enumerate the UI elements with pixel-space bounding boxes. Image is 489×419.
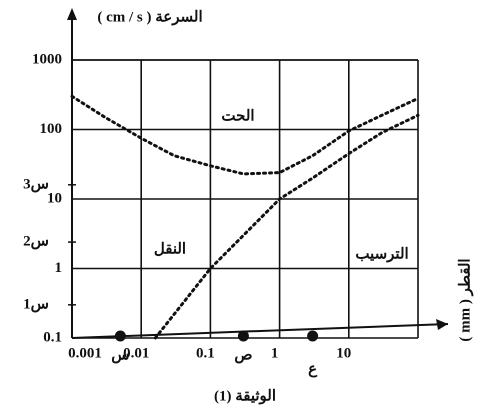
x-tick-label: 0.01 — [123, 345, 149, 361]
y-marker-label: س3 — [23, 176, 49, 192]
caption: الوثيقة (1) — [214, 388, 276, 404]
x-axis-label: القطر ( mm ) — [457, 258, 473, 341]
y-tick-label: 100 — [40, 121, 63, 137]
x-marker — [237, 330, 249, 342]
x-tick-label: 0.1 — [196, 345, 215, 361]
y-arrow — [67, 8, 77, 20]
y-tick-label: 10 — [47, 190, 62, 206]
y-tick-label: 1 — [55, 260, 63, 276]
curve — [70, 94, 420, 176]
x-tick-label: 10 — [336, 345, 351, 361]
curve — [153, 113, 420, 340]
x-tick-label: 1 — [271, 345, 279, 361]
y-tick-label: 0.1 — [43, 329, 62, 345]
y-marker-label: س1 — [23, 296, 49, 312]
x-marker-label: س — [111, 347, 129, 363]
region-label: النقل — [154, 241, 186, 257]
y-marker-label: س2 — [23, 234, 49, 250]
y-axis-label: السرعة ( cm / s ) — [97, 9, 202, 25]
x-marker-label: ع — [308, 361, 318, 377]
y-tick-label: 1000 — [32, 51, 62, 67]
region-label: الترسيب — [355, 246, 408, 262]
x-tick-label: 0.001 — [68, 345, 102, 361]
x-marker-label: ص — [234, 347, 252, 363]
region-label: الحت — [221, 108, 254, 124]
x-marker — [307, 330, 319, 342]
x-marker — [114, 330, 126, 342]
x-axis — [71, 323, 449, 339]
x-arrow — [436, 319, 448, 330]
